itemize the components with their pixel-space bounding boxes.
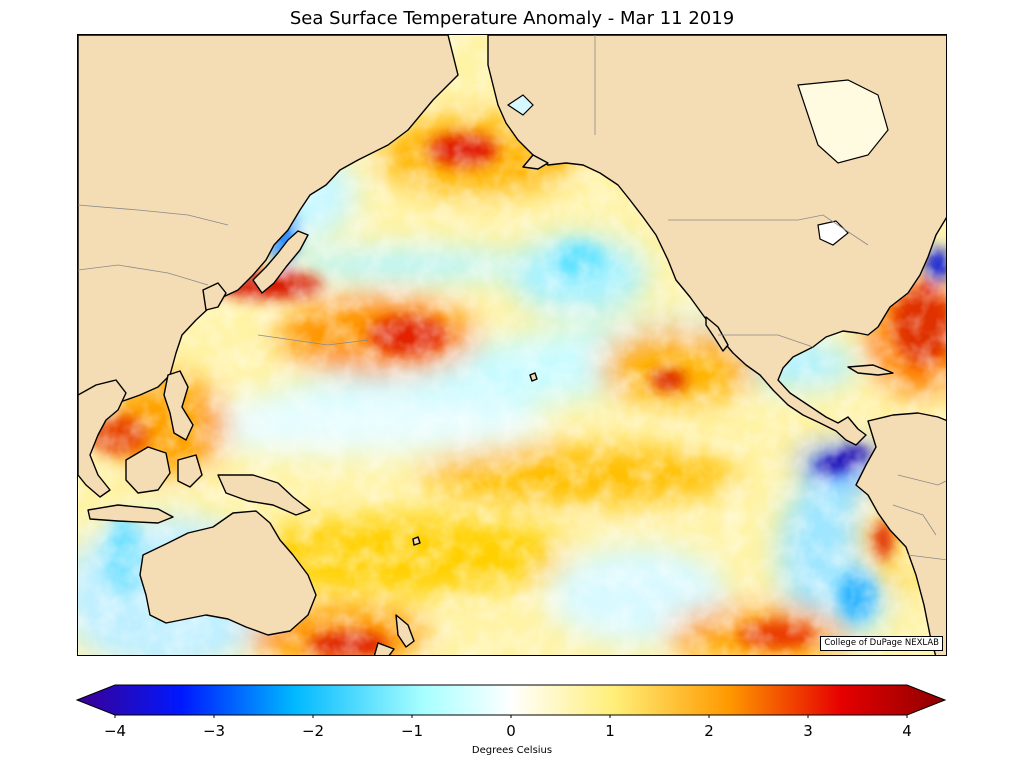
landmass-australia	[139, 510, 317, 636]
landmass-sulawesi	[177, 454, 203, 488]
colorbar-tick-label: 3	[803, 722, 813, 740]
alaska-gulf-cold	[506, 94, 534, 116]
colorbar-tick-label: −4	[103, 722, 127, 740]
colorbar-tick-label: −2	[301, 722, 325, 740]
map-title: Sea Surface Temperature Anomaly - Mar 11…	[289, 8, 735, 29]
landmass-philippines	[163, 370, 194, 441]
landmass-fiji	[412, 536, 421, 546]
colorbar-tick-label: 1	[605, 722, 615, 740]
borders	[78, 35, 946, 561]
colorbar-tick-label: 0	[506, 722, 516, 740]
landmass-java	[87, 504, 174, 524]
colorbar-tick-label: 4	[902, 722, 912, 740]
colorbar-tick-label: −1	[400, 722, 424, 740]
colorbar-tick-label: −3	[202, 722, 226, 740]
landmass-new-zealand	[395, 614, 415, 648]
landmass-hawaii	[529, 372, 538, 382]
hudson-bay	[797, 79, 889, 164]
colorbar-tickmarks	[114, 715, 908, 718]
colorbar-tick-labels: −4 −3 −2 −1 0 1 2 3 4	[0, 722, 1024, 742]
credit-label: College of DuPage NEXLAB	[820, 636, 943, 651]
landmass-se-asia	[78, 379, 127, 498]
colorbar-tick-label: 2	[704, 722, 714, 740]
landmass-new-guinea	[217, 474, 311, 516]
map-canvas	[78, 35, 946, 655]
colorbar-label: Degrees Celsius	[471, 745, 553, 756]
landmass-south-america	[855, 412, 946, 655]
landmass-baja	[705, 316, 729, 352]
anomaly-map[interactable]: College of DuPage NEXLAB	[77, 34, 947, 656]
landmass-asia	[78, 35, 459, 411]
landmass-alaska-peninsula	[522, 154, 549, 170]
colorbar-bar	[75, 684, 947, 716]
landmass-cuba	[847, 364, 894, 376]
landmass-korea	[202, 282, 227, 311]
colorbar-svg	[75, 684, 947, 718]
landmass-new-zealand-south	[373, 642, 395, 655]
landmass-borneo	[125, 446, 171, 494]
colorbar	[75, 684, 949, 722]
inland-waters	[506, 79, 889, 246]
landmass-japan	[252, 230, 309, 294]
